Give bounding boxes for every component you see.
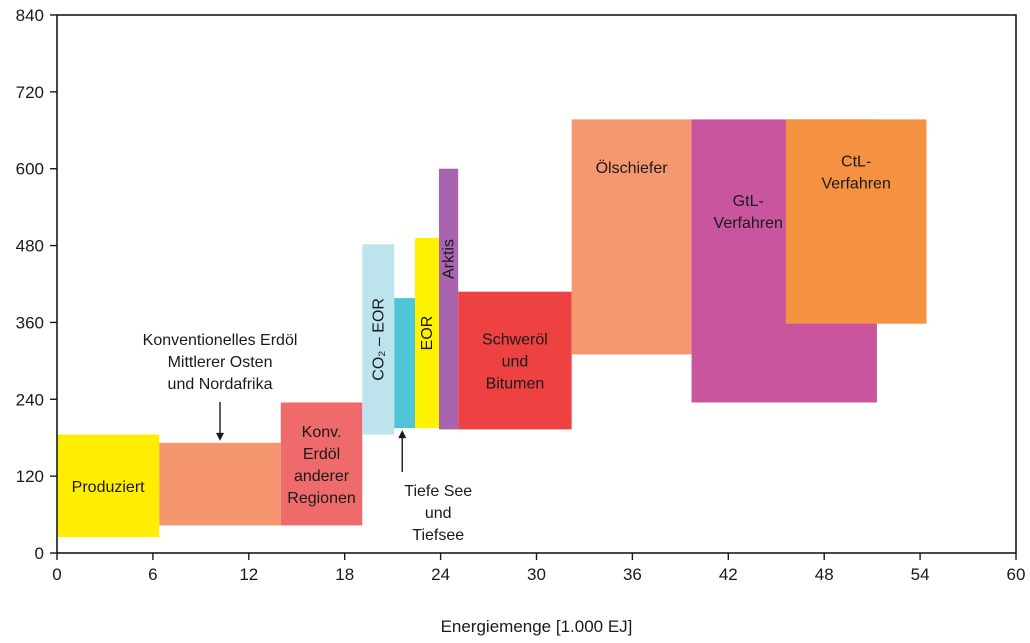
resource-block [394, 298, 416, 429]
block-label: EOR [419, 316, 436, 351]
annotation-label: Konventionelles Erdöl Mittlerer Osten und … [143, 332, 298, 393]
x-tick-label: 24 [431, 565, 450, 584]
block-label: Produziert [72, 479, 145, 496]
x-tick-label: 6 [148, 565, 157, 584]
x-tick-label: 36 [623, 565, 642, 584]
y-tick-label: 0 [35, 544, 44, 563]
axes: 0 6 12 18 24 30 36 42 48 54 6001202403604806007208… [16, 6, 1026, 584]
x-tick-label: 18 [335, 565, 354, 584]
resource-block [785, 119, 927, 324]
block-label: Ölschiefer [596, 159, 669, 177]
resource-block [571, 119, 692, 355]
block-label: Schweröl und Bitumen [482, 332, 548, 393]
resource-block [57, 434, 160, 537]
block-label: Arktis [441, 239, 458, 279]
y-tick-label: 480 [16, 237, 44, 256]
block-label: GtL-Verfahren [714, 193, 783, 232]
resource-block [458, 291, 572, 430]
y-tick-label: 600 [16, 160, 44, 179]
annotations: Konventionelles Erdöl Mittlerer Osten und … [143, 332, 473, 544]
annotation-arrowhead [398, 430, 407, 439]
annotation-label: Tiefe See und Tiefsee [404, 483, 472, 544]
block-label: Konv. Erdöl anderer Regionen [287, 424, 356, 507]
resource-block [362, 244, 395, 435]
x-tick-label: 30 [527, 565, 546, 584]
x-tick-label: 0 [52, 565, 61, 584]
x-axis-label: Energiemenge [1.000 EJ] [441, 617, 633, 636]
y-tick-label: 360 [16, 313, 44, 332]
y-tick-label: 120 [16, 467, 44, 486]
resource-block [415, 237, 440, 429]
resource-blocks: Produziert Konv. Erdöl anderer Regionen CO₂ –… [57, 119, 927, 537]
y-tick-label: 720 [16, 83, 44, 102]
x-tick-label: 12 [239, 565, 258, 584]
x-tick-label: 60 [1007, 565, 1026, 584]
annotation-arrowhead [216, 432, 225, 441]
resource-block [159, 442, 281, 526]
y-tick-label: 240 [16, 390, 44, 409]
x-tick-label: 48 [815, 565, 834, 584]
block-label: CtL-Verfahren [821, 154, 890, 193]
y-tick-label: 840 [16, 6, 44, 25]
block-label: CO₂ – EOR [370, 298, 387, 381]
resource-block [439, 168, 459, 430]
x-tick-label: 42 [719, 565, 738, 584]
x-tick-label: 54 [911, 565, 930, 584]
resource-block [280, 402, 363, 526]
